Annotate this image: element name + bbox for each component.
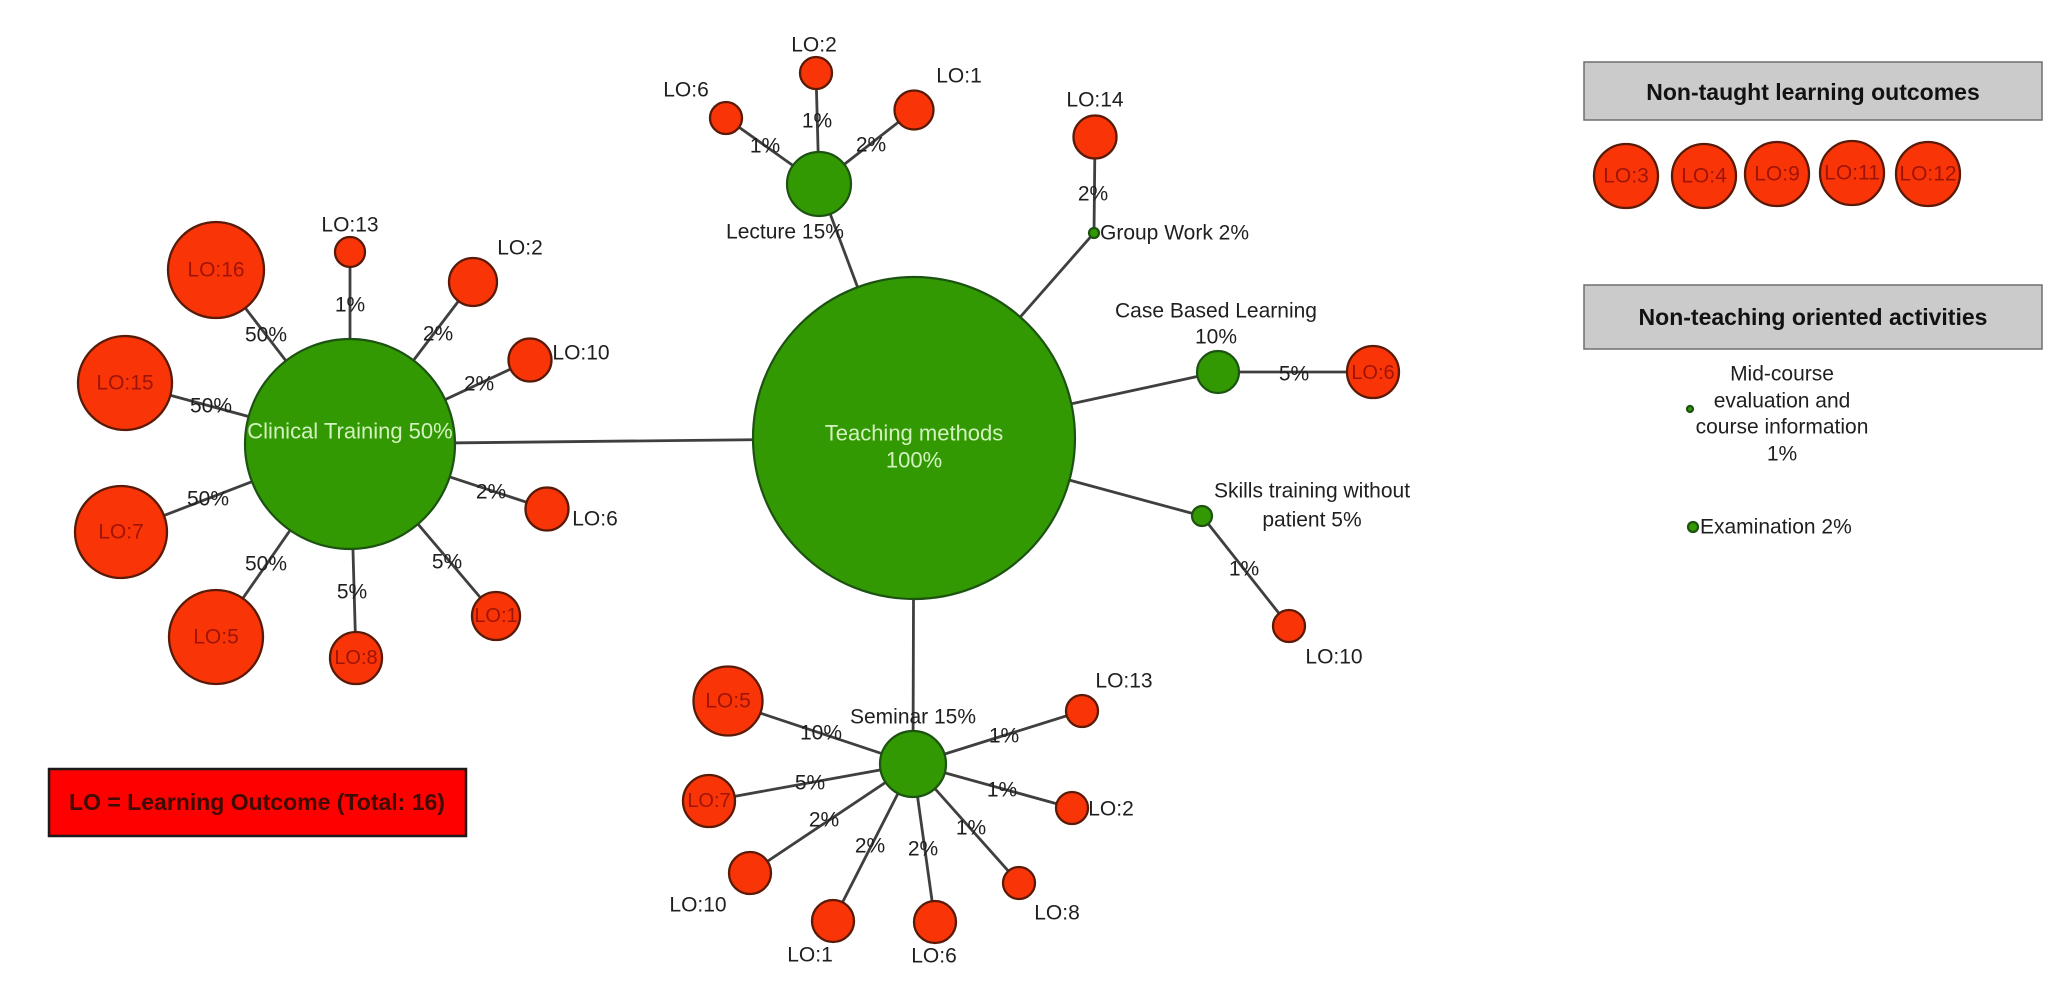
svg-text:LO:2: LO:2 (791, 34, 837, 57)
svg-text:LO:16: LO:16 (187, 259, 244, 282)
svg-text:LO:9: LO:9 (1754, 163, 1800, 186)
svg-text:LO:11: LO:11 (1824, 162, 1880, 185)
svg-text:LO:3: LO:3 (1603, 165, 1649, 188)
svg-text:50%: 50% (187, 488, 229, 511)
svg-text:LO:6: LO:6 (911, 945, 957, 968)
svg-text:LO:5: LO:5 (705, 690, 751, 713)
svg-text:2%: 2% (809, 809, 839, 832)
svg-text:LO:8: LO:8 (334, 647, 377, 669)
svg-text:2%: 2% (856, 134, 886, 157)
svg-text:LO:14: LO:14 (1066, 89, 1124, 112)
svg-text:patient 5%: patient 5% (1262, 509, 1361, 532)
svg-text:50%: 50% (190, 395, 232, 418)
svg-text:1%: 1% (987, 779, 1017, 802)
svg-text:Group Work 2%: Group Work 2% (1100, 222, 1249, 245)
svg-text:2%: 2% (423, 323, 453, 346)
svg-text:5%: 5% (337, 581, 367, 604)
svg-text:LO:7: LO:7 (687, 790, 730, 812)
svg-text:5%: 5% (432, 551, 462, 574)
svg-text:1%: 1% (1229, 558, 1259, 581)
svg-text:Seminar 15%: Seminar 15% (850, 706, 976, 729)
svg-text:50%: 50% (245, 324, 287, 347)
svg-text:2%: 2% (908, 838, 938, 861)
svg-text:Non-teaching oriented activiti: Non-teaching oriented activities (1639, 304, 1988, 330)
svg-text:100%: 100% (886, 448, 942, 473)
svg-text:Examination 2%: Examination 2% (1700, 516, 1852, 539)
svg-text:LO:7: LO:7 (98, 521, 144, 544)
svg-text:LO:12: LO:12 (1899, 163, 1956, 186)
svg-text:evaluation and: evaluation and (1714, 390, 1851, 413)
svg-text:1%: 1% (1767, 443, 1797, 466)
svg-text:LO:2: LO:2 (1088, 798, 1134, 821)
svg-text:1%: 1% (956, 817, 986, 840)
svg-text:10%: 10% (1195, 326, 1237, 349)
svg-text:LO:4: LO:4 (1681, 165, 1727, 188)
svg-text:Lecture 15%: Lecture 15% (726, 221, 844, 244)
svg-text:LO:6: LO:6 (663, 79, 709, 102)
svg-text:LO:10: LO:10 (552, 342, 609, 365)
svg-text:Teaching methods: Teaching methods (825, 421, 1004, 446)
svg-text:50%: 50% (245, 553, 287, 576)
svg-text:LO:13: LO:13 (321, 214, 378, 237)
svg-text:course information: course information (1696, 416, 1869, 439)
svg-text:Case Based Learning: Case Based Learning (1115, 300, 1317, 323)
svg-text:LO:1: LO:1 (474, 605, 517, 627)
svg-text:LO:6: LO:6 (572, 508, 618, 531)
svg-text:LO:1: LO:1 (787, 944, 833, 967)
svg-text:LO:2: LO:2 (497, 237, 543, 260)
svg-text:1%: 1% (989, 725, 1019, 748)
svg-text:LO:10: LO:10 (1305, 646, 1362, 669)
svg-text:1%: 1% (802, 110, 832, 133)
svg-text:5%: 5% (795, 772, 825, 795)
svg-text:Non-taught learning outcomes: Non-taught learning outcomes (1646, 79, 1980, 105)
svg-text:Clinical Training 50%: Clinical Training 50% (247, 419, 452, 444)
svg-text:2%: 2% (1078, 183, 1108, 206)
svg-text:2%: 2% (476, 481, 506, 504)
svg-text:LO:1: LO:1 (936, 65, 982, 88)
svg-text:LO:15: LO:15 (96, 372, 153, 395)
svg-text:1%: 1% (750, 135, 780, 158)
svg-text:10%: 10% (800, 722, 842, 745)
svg-text:LO:8: LO:8 (1034, 902, 1080, 925)
svg-text:2%: 2% (464, 373, 494, 396)
svg-text:LO:10: LO:10 (669, 894, 726, 917)
svg-text:LO = Learning Outcome (Total:: LO = Learning Outcome (Total: 16) (69, 789, 445, 815)
svg-text:Skills training without: Skills training without (1214, 480, 1410, 503)
svg-text:LO:5: LO:5 (193, 626, 239, 649)
svg-text:LO:13: LO:13 (1095, 670, 1152, 693)
svg-text:Mid-course: Mid-course (1730, 363, 1834, 386)
svg-text:5%: 5% (1279, 363, 1309, 386)
svg-text:LO:6: LO:6 (1351, 362, 1394, 384)
svg-text:2%: 2% (855, 835, 885, 858)
svg-text:1%: 1% (335, 294, 365, 317)
